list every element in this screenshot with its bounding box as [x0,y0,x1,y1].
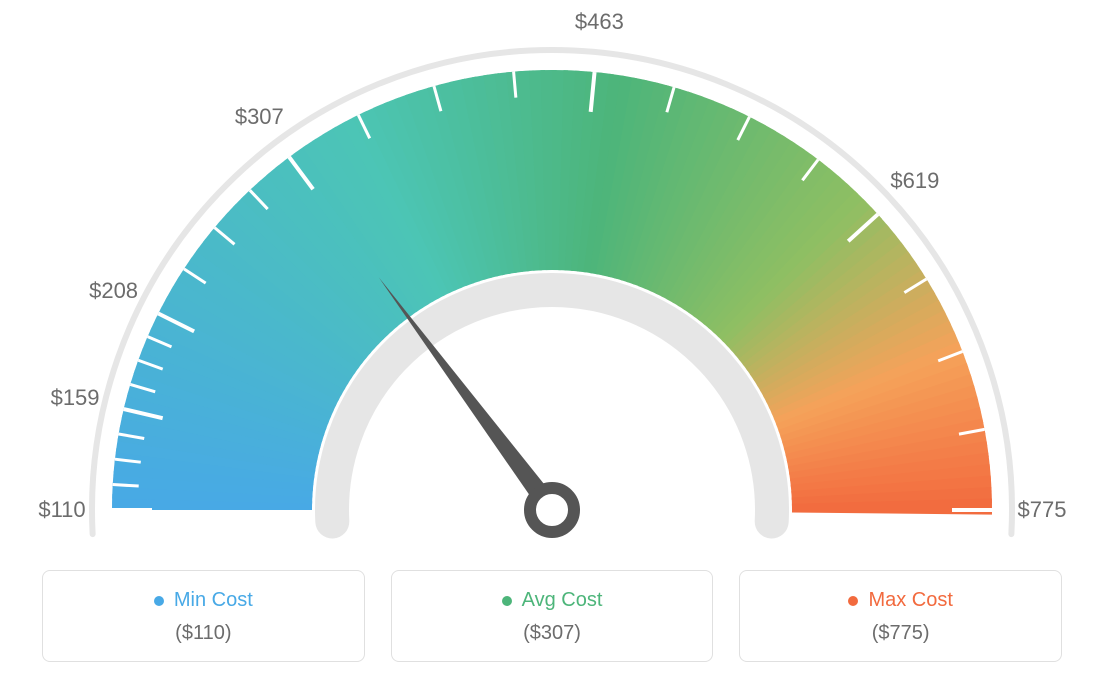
gauge-tick-label: $110 [38,497,85,523]
gauge-svg [0,0,1104,560]
legend-row: Min Cost ($110) Avg Cost ($307) Max Cost… [0,570,1104,662]
gauge-tick-label: $775 [1018,497,1067,523]
legend-header-max: Max Cost [848,589,952,612]
gauge-tick-label: $208 [89,278,138,304]
gauge-chart: $110 $159 $208 $307 $463 $619 $775 [0,0,1104,560]
legend-label-min: Min Cost [174,589,253,612]
legend-card-avg: Avg Cost ($307) [391,570,714,662]
legend-card-max: Max Cost ($775) [739,570,1062,662]
legend-value-min: ($110) [175,622,231,645]
gauge-tick-label: $619 [890,168,939,194]
legend-header-min: Min Cost [154,589,253,612]
legend-header-avg: Avg Cost [502,589,603,612]
dot-avg [502,596,512,606]
legend-value-avg: ($307) [523,622,581,645]
dot-max [848,596,858,606]
gauge-tick-label: $463 [575,9,624,35]
legend-label-avg: Avg Cost [522,589,603,612]
gauge-tick-label: $307 [235,104,284,130]
dot-min [154,596,164,606]
legend-card-min: Min Cost ($110) [42,570,365,662]
legend-label-max: Max Cost [868,589,952,612]
legend-value-max: ($775) [872,622,930,645]
gauge-tick-label: $159 [51,385,100,411]
